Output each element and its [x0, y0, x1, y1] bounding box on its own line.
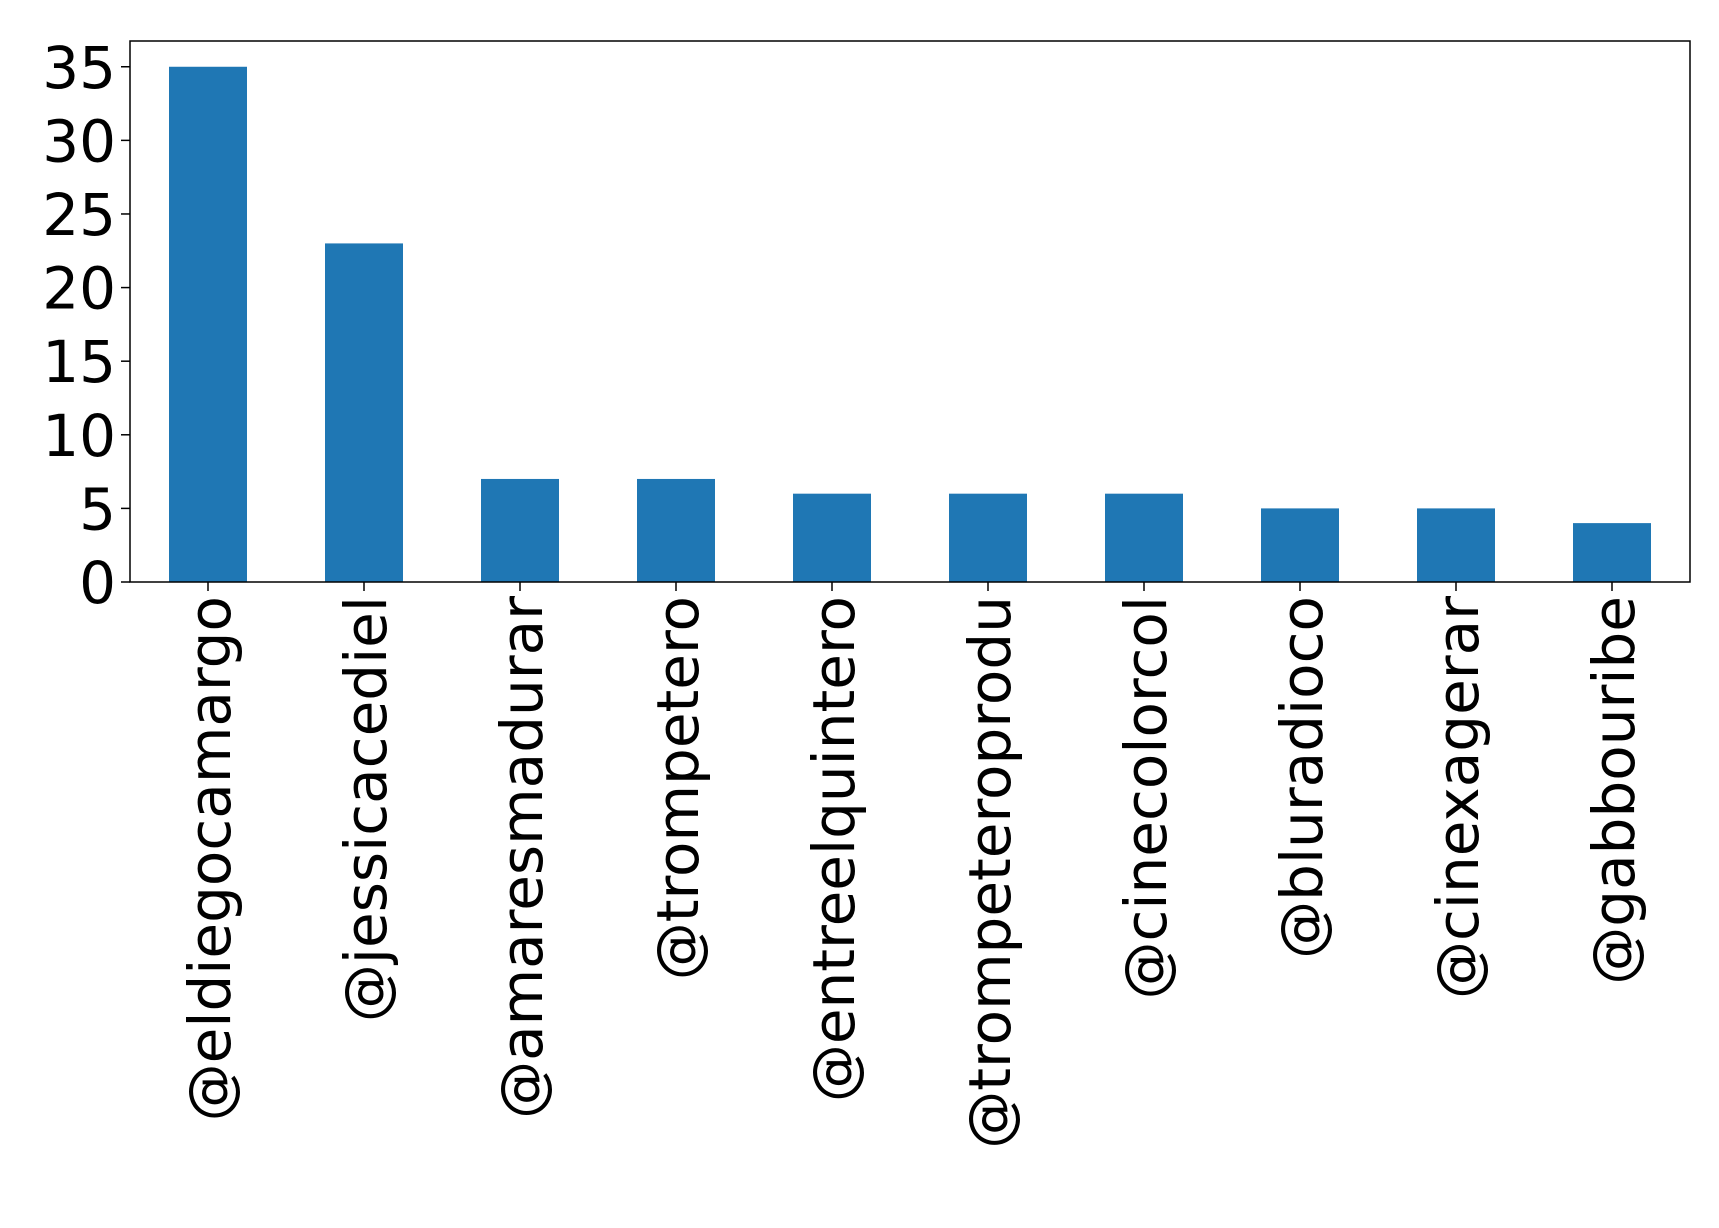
y-tick-label: 20 — [42, 255, 116, 323]
bar-jessicacediel — [325, 243, 403, 582]
x-tick-label: @eldiegocamargo — [176, 596, 244, 1121]
x-tick-label: @entreelquintero — [800, 596, 868, 1102]
y-tick-label: 10 — [42, 402, 116, 470]
bar-cinexagerar — [1417, 508, 1495, 582]
x-tick-label: @bluradioco — [1268, 596, 1336, 959]
x-axis-ticks: @eldiegocamargo @jessicacediel @amaresmadu… — [176, 582, 1648, 1149]
bar-trompeteroprodu — [949, 493, 1027, 582]
y-tick-label: 5 — [79, 475, 116, 543]
y-tick-label: 15 — [42, 328, 116, 396]
y-tick-label: 35 — [42, 34, 116, 102]
bar-entreelquintero — [793, 493, 871, 582]
x-tick-label: @amaresmadurar — [488, 596, 556, 1119]
bar-gabbouribe — [1573, 523, 1651, 582]
bars-layer — [169, 66, 1651, 582]
x-tick-label: @trompeteroprodu — [956, 596, 1024, 1149]
x-tick-label: @jessicacediel — [332, 596, 400, 1022]
bar-eldiegocamargo — [169, 66, 247, 582]
y-tick-label: 25 — [42, 181, 116, 249]
y-tick-label: 0 — [79, 549, 116, 617]
bar-trompetero — [637, 478, 715, 582]
bar-bluradioco — [1261, 508, 1339, 582]
axes-layer — [129, 40, 1691, 583]
plot-frame — [129, 40, 1691, 583]
x-tick-label: @cinecolorcol — [1112, 596, 1180, 999]
y-tick-label: 30 — [42, 107, 116, 175]
bar-cinecolorcol — [1105, 493, 1183, 582]
x-tick-label: @trompetero — [644, 596, 712, 980]
x-tick-label: @gabbouribe — [1580, 596, 1648, 985]
x-tick-label: @cinexagerar — [1424, 596, 1492, 999]
bar-amaresmadurar — [481, 478, 559, 582]
